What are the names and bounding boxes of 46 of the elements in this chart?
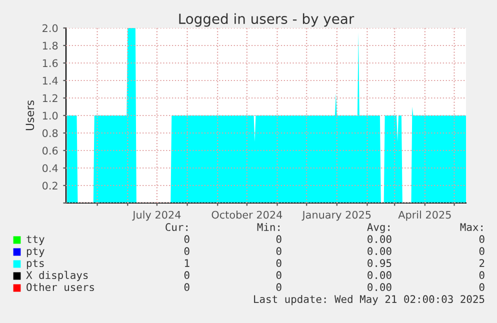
text: 1 xyxy=(184,259,190,267)
y-tick-label: 0.8 xyxy=(42,129,58,138)
y-tick-label: 1.4 xyxy=(42,76,58,84)
y-tick-label: 0.4 xyxy=(42,164,58,172)
text: 0.00 xyxy=(368,235,392,244)
legend-label: pty xyxy=(26,248,44,258)
text: 0.00 xyxy=(368,283,392,292)
x-tick-label: July 2024 xyxy=(132,210,181,221)
text: 0 xyxy=(276,259,282,268)
y-tick-label: 2.0 xyxy=(42,24,58,32)
text: Max: xyxy=(460,223,482,232)
text: 0 xyxy=(276,283,282,292)
x-tick-label: October 2024 xyxy=(212,210,282,219)
text: 0 xyxy=(276,271,282,280)
x-tick-label: January 2025 xyxy=(302,210,371,221)
text: 0.00 xyxy=(368,247,392,256)
text: 0.95 xyxy=(368,259,392,268)
chart-title: Logged in users - by year xyxy=(179,13,354,27)
text: Avg: xyxy=(367,223,390,234)
text: 0 xyxy=(479,271,484,280)
text: Last update: Wed May 21 02:00:03 2025 xyxy=(254,294,484,306)
legend-label: pts xyxy=(26,260,44,270)
y-tick-label: 0.2 xyxy=(42,182,58,190)
text: Min: xyxy=(257,222,280,231)
y-tick-label: 0.6 xyxy=(42,146,58,155)
y-tick-label: 1.6 xyxy=(42,59,58,68)
text: 2 xyxy=(480,259,484,267)
text: 0 xyxy=(276,247,282,256)
legend-label: Other users xyxy=(26,282,94,292)
text: 0 xyxy=(184,247,190,256)
x-tick-label: April 2025 xyxy=(398,210,451,221)
y-tick-label: 1.2 xyxy=(42,94,58,102)
text: 0 xyxy=(479,235,484,244)
text: Cur: xyxy=(166,223,188,232)
legend-label: X displays xyxy=(26,270,88,282)
text: 0.00 xyxy=(368,271,392,280)
y-tick-label: 1.8 xyxy=(42,42,58,50)
legend-label: tty xyxy=(26,236,44,246)
y-axis-title: Users xyxy=(26,100,34,130)
text: 0 xyxy=(479,283,484,292)
text: 0 xyxy=(184,283,190,292)
y-tick-label: 1.0 xyxy=(42,112,58,120)
text: 0 xyxy=(184,271,190,280)
text: 0 xyxy=(479,247,484,256)
text: 0 xyxy=(276,235,282,244)
text: 0 xyxy=(184,235,190,244)
